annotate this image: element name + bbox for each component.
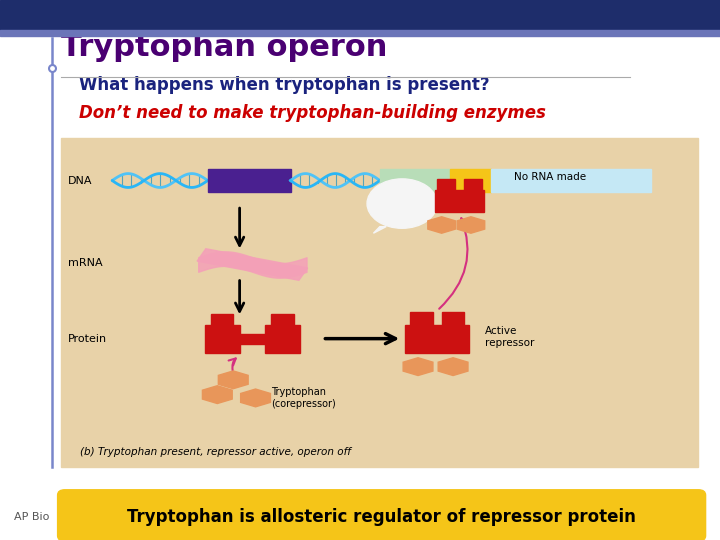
Text: Active
repressor: Active repressor xyxy=(485,326,534,348)
Text: mRNA: mRNA xyxy=(68,258,102,268)
FancyBboxPatch shape xyxy=(58,490,706,540)
Text: Tryptophan
(corepressor): Tryptophan (corepressor) xyxy=(271,387,336,409)
Bar xyxy=(0,30,720,36)
Text: What happens when tryptophan is present?: What happens when tryptophan is present? xyxy=(79,77,490,94)
Text: Don’t need to make tryptophan-building enzymes: Don’t need to make tryptophan-building e… xyxy=(79,104,546,122)
Polygon shape xyxy=(197,249,307,280)
Bar xyxy=(0,0,720,30)
Bar xyxy=(380,169,450,192)
Bar xyxy=(441,312,464,326)
Bar xyxy=(450,169,491,192)
Polygon shape xyxy=(374,227,386,233)
Bar xyxy=(211,314,233,326)
Bar xyxy=(405,326,469,354)
Text: DNA: DNA xyxy=(68,176,92,186)
Bar xyxy=(464,179,482,192)
Bar xyxy=(204,326,240,354)
Text: (b) Tryptophan present, repressor active, operon off: (b) Tryptophan present, repressor active… xyxy=(81,447,351,457)
Text: AP Bio: AP Bio xyxy=(14,512,50,522)
Bar xyxy=(435,191,484,212)
Ellipse shape xyxy=(367,179,437,228)
Bar xyxy=(240,334,265,343)
Bar xyxy=(208,169,291,192)
Bar xyxy=(491,169,651,192)
Bar xyxy=(410,312,433,326)
Bar xyxy=(61,138,698,467)
Bar xyxy=(265,326,300,354)
Bar xyxy=(437,179,455,192)
Text: No RNA made: No RNA made xyxy=(513,172,586,182)
Text: Tryptophan operon: Tryptophan operon xyxy=(61,33,387,62)
Text: Protein: Protein xyxy=(68,334,107,343)
Bar xyxy=(271,314,294,326)
Text: Tryptophan is allosteric regulator of repressor protein: Tryptophan is allosteric regulator of re… xyxy=(127,508,636,526)
